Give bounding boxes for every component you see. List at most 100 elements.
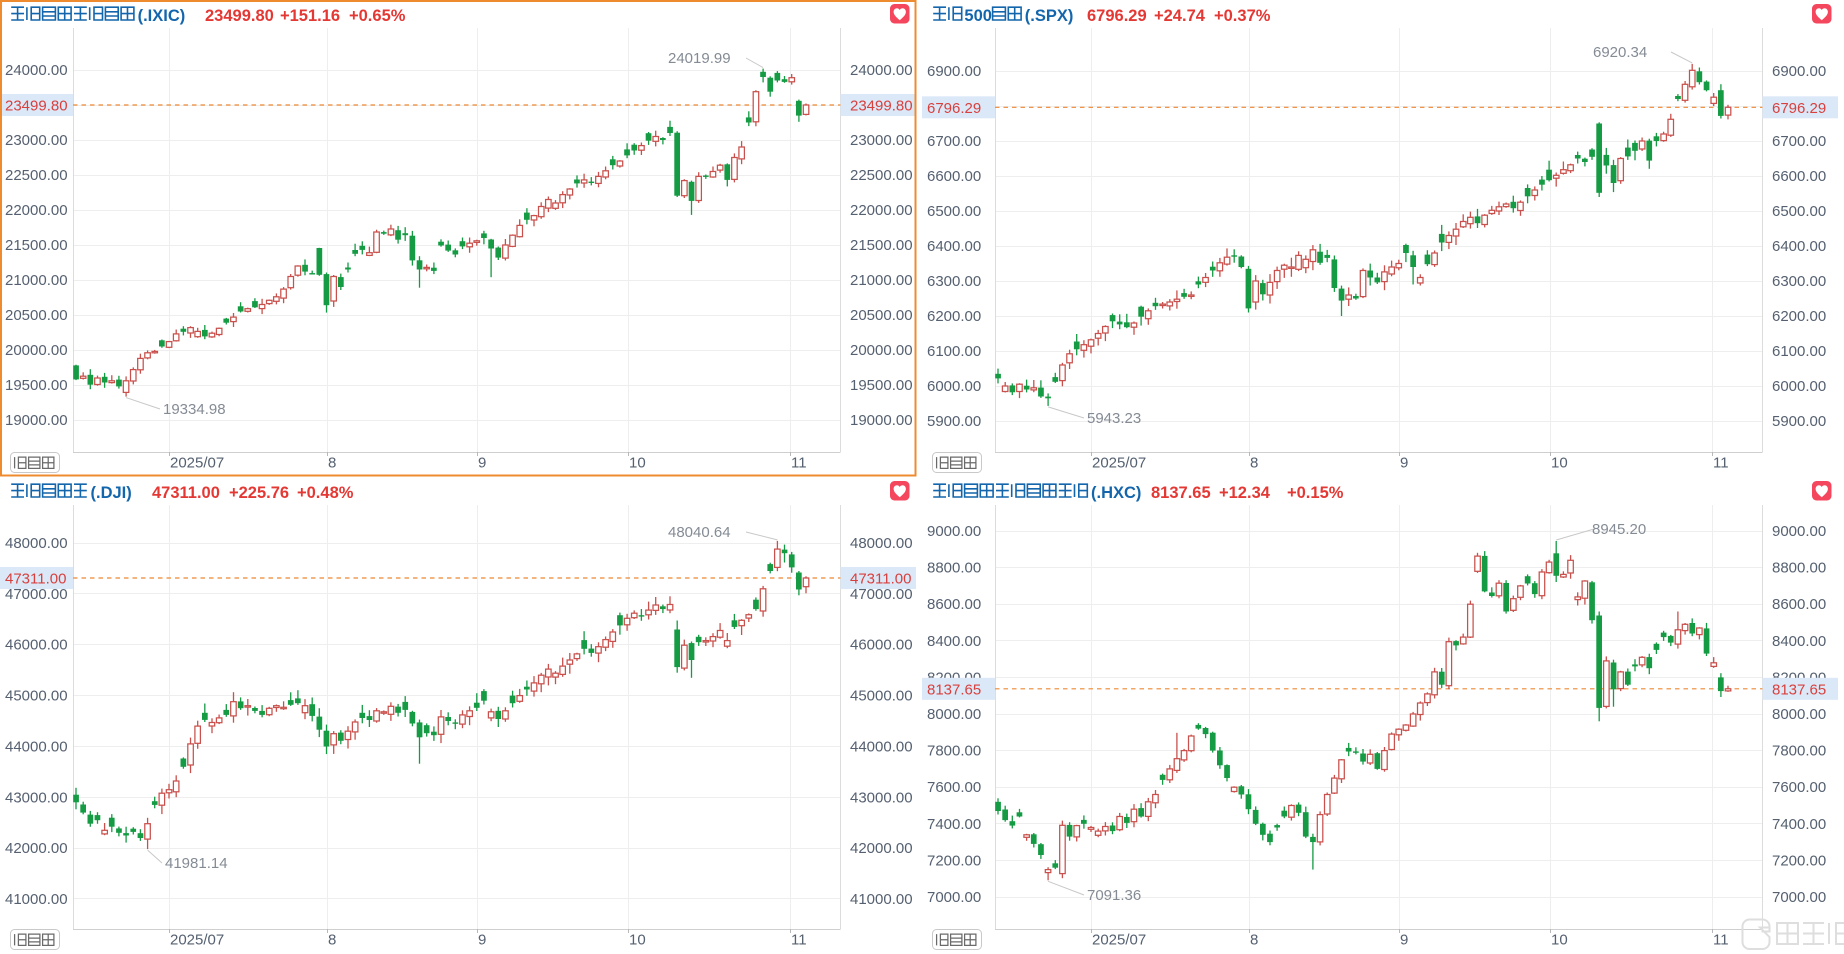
svg-text:8137.65: 8137.65 — [927, 681, 981, 698]
svg-text:8945.20: 8945.20 — [1592, 521, 1646, 538]
svg-text:23000.00: 23000.00 — [5, 132, 68, 149]
svg-text:20500.00: 20500.00 — [5, 307, 68, 324]
svg-text:22500.00: 22500.00 — [850, 167, 913, 184]
svg-text:6100.00: 6100.00 — [1772, 343, 1826, 360]
svg-text:9000.00: 9000.00 — [927, 523, 981, 540]
svg-text:8137.65: 8137.65 — [1151, 484, 1211, 502]
svg-text:5900.00: 5900.00 — [927, 413, 981, 430]
svg-text:7600.00: 7600.00 — [1772, 779, 1826, 796]
svg-text:19000.00: 19000.00 — [850, 412, 913, 429]
svg-text:+0.37%: +0.37% — [1214, 7, 1271, 25]
svg-text:8400.00: 8400.00 — [927, 633, 981, 650]
svg-text:6500.00: 6500.00 — [927, 203, 981, 220]
svg-text:2025/07: 2025/07 — [170, 932, 224, 949]
svg-text:41000.00: 41000.00 — [5, 891, 68, 908]
svg-text:9000.00: 9000.00 — [1772, 523, 1826, 540]
svg-text:23000.00: 23000.00 — [850, 132, 913, 149]
svg-text:47000.00: 47000.00 — [5, 586, 68, 603]
svg-text:6600.00: 6600.00 — [927, 168, 981, 185]
svg-text:21000.00: 21000.00 — [850, 272, 913, 289]
svg-text:8800.00: 8800.00 — [927, 560, 981, 577]
svg-text:7400.00: 7400.00 — [927, 816, 981, 833]
svg-text:(.IXIC): (.IXIC) — [138, 7, 186, 25]
svg-text:6600.00: 6600.00 — [1772, 168, 1826, 185]
svg-text:+0.15%: +0.15% — [1287, 484, 1344, 502]
svg-text:47311.00: 47311.00 — [152, 484, 220, 502]
svg-text:19000.00: 19000.00 — [5, 412, 68, 429]
svg-text:6300.00: 6300.00 — [1772, 273, 1826, 290]
svg-text:6000.00: 6000.00 — [1772, 378, 1826, 395]
svg-text:19334.98: 19334.98 — [163, 401, 226, 418]
svg-text:7400.00: 7400.00 — [1772, 816, 1826, 833]
svg-text:6700.00: 6700.00 — [927, 133, 981, 150]
svg-text:6920.34: 6920.34 — [1593, 44, 1647, 61]
svg-text:10: 10 — [1551, 932, 1568, 949]
svg-text:43000.00: 43000.00 — [5, 789, 68, 806]
svg-text:20000.00: 20000.00 — [850, 342, 913, 359]
svg-text:500: 500 — [964, 7, 992, 25]
svg-text:+225.76: +225.76 — [229, 484, 289, 502]
svg-text:6900.00: 6900.00 — [1772, 63, 1826, 80]
svg-text:6300.00: 6300.00 — [927, 273, 981, 290]
svg-text:11: 11 — [791, 932, 807, 949]
svg-text:46000.00: 46000.00 — [850, 637, 913, 654]
svg-text:21500.00: 21500.00 — [5, 237, 68, 254]
svg-text:23499.80: 23499.80 — [205, 7, 274, 25]
svg-text:2025/07: 2025/07 — [1092, 932, 1146, 949]
svg-text:+0.65%: +0.65% — [349, 7, 406, 25]
svg-text:20000.00: 20000.00 — [5, 342, 68, 359]
svg-text:41981.14: 41981.14 — [165, 855, 228, 872]
svg-text:20500.00: 20500.00 — [850, 307, 913, 324]
svg-text:42000.00: 42000.00 — [850, 840, 913, 857]
svg-text:+151.16: +151.16 — [280, 7, 340, 25]
svg-text:21000.00: 21000.00 — [5, 272, 68, 289]
svg-text:6500.00: 6500.00 — [1772, 203, 1826, 220]
svg-text:8800.00: 8800.00 — [1772, 560, 1826, 577]
svg-text:8: 8 — [328, 932, 336, 949]
svg-text:7800.00: 7800.00 — [927, 743, 981, 760]
svg-text:42000.00: 42000.00 — [5, 840, 68, 857]
svg-text:44000.00: 44000.00 — [850, 738, 913, 755]
svg-text:+24.74: +24.74 — [1154, 7, 1206, 25]
svg-text:6796.29: 6796.29 — [927, 100, 981, 117]
svg-text:22000.00: 22000.00 — [5, 202, 68, 219]
svg-text:6796.29: 6796.29 — [1087, 7, 1147, 25]
svg-text:(.SPX): (.SPX) — [1025, 7, 1074, 25]
svg-text:8: 8 — [328, 455, 336, 472]
svg-text:8600.00: 8600.00 — [927, 596, 981, 613]
svg-text:11: 11 — [1713, 932, 1729, 949]
svg-text:7800.00: 7800.00 — [1772, 743, 1826, 760]
svg-text:6400.00: 6400.00 — [927, 238, 981, 255]
svg-text:8600.00: 8600.00 — [1772, 596, 1826, 613]
svg-text:7000.00: 7000.00 — [927, 889, 981, 906]
svg-text:6200.00: 6200.00 — [927, 308, 981, 325]
svg-text:6200.00: 6200.00 — [1772, 308, 1826, 325]
svg-text:45000.00: 45000.00 — [5, 688, 68, 705]
svg-text:6400.00: 6400.00 — [1772, 238, 1826, 255]
svg-text:24000.00: 24000.00 — [5, 62, 68, 79]
svg-text:2025/07: 2025/07 — [1092, 455, 1146, 472]
svg-text:8: 8 — [1250, 455, 1258, 472]
svg-text:11: 11 — [1713, 455, 1729, 472]
svg-text:6900.00: 6900.00 — [927, 63, 981, 80]
svg-text:19500.00: 19500.00 — [850, 377, 913, 394]
svg-text:8000.00: 8000.00 — [1772, 706, 1826, 723]
svg-text:24000.00: 24000.00 — [850, 62, 913, 79]
svg-text:10: 10 — [629, 455, 646, 472]
svg-text:41000.00: 41000.00 — [850, 891, 913, 908]
svg-text:9: 9 — [1400, 932, 1408, 949]
svg-text:9: 9 — [1400, 455, 1408, 472]
svg-text:45000.00: 45000.00 — [850, 688, 913, 705]
svg-text:6000.00: 6000.00 — [927, 378, 981, 395]
svg-text:44000.00: 44000.00 — [5, 738, 68, 755]
svg-text:10: 10 — [629, 932, 646, 949]
svg-text:8400.00: 8400.00 — [1772, 633, 1826, 650]
svg-text:48040.64: 48040.64 — [668, 524, 731, 541]
svg-text:19500.00: 19500.00 — [5, 377, 68, 394]
svg-text:24019.99: 24019.99 — [668, 50, 731, 67]
svg-text:22500.00: 22500.00 — [5, 167, 68, 184]
svg-text:22000.00: 22000.00 — [850, 202, 913, 219]
svg-text:7200.00: 7200.00 — [1772, 852, 1826, 869]
svg-text:7200.00: 7200.00 — [927, 852, 981, 869]
svg-text:(.HXC): (.HXC) — [1091, 484, 1141, 502]
